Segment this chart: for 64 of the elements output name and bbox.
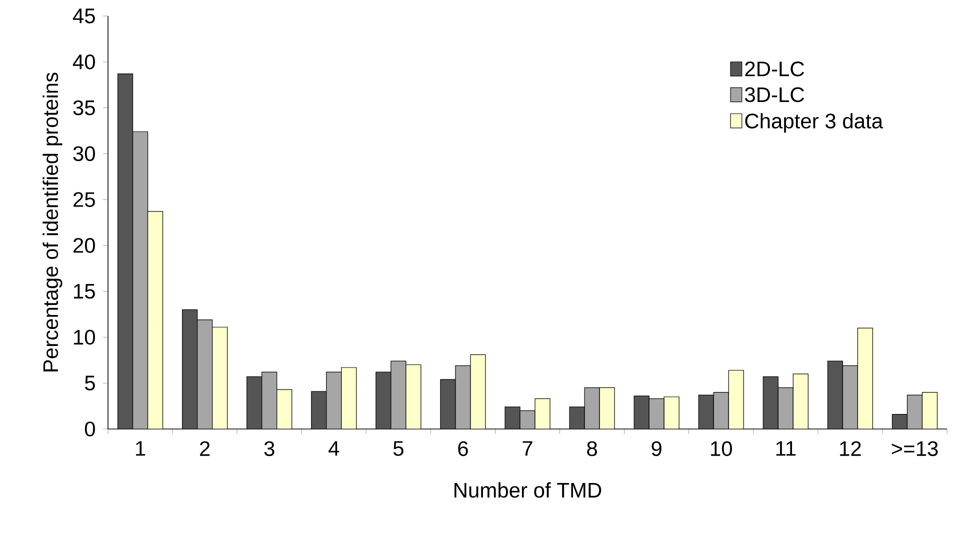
bar xyxy=(326,372,342,429)
bar xyxy=(390,360,406,429)
bar xyxy=(262,372,278,429)
y-tick-label: 45 xyxy=(72,8,95,24)
x-tick-label: 8 xyxy=(587,441,597,456)
legend-label: Chapter 3 data xyxy=(745,113,884,133)
bar xyxy=(778,387,794,429)
bar xyxy=(147,211,164,429)
x-tick-label: 6 xyxy=(458,441,468,456)
bar xyxy=(728,370,744,429)
x-tick-label: 10 xyxy=(711,441,732,456)
y-tick-label: 35 xyxy=(73,100,95,116)
bar xyxy=(664,396,680,429)
x-tick-label: 5 xyxy=(393,441,404,456)
bar xyxy=(117,74,134,429)
y-tick-label: 25 xyxy=(74,192,95,207)
bar xyxy=(246,376,262,429)
x-tick-label: 11 xyxy=(776,441,796,456)
y-axis-title: Percentage of identified proteins xyxy=(42,72,62,372)
bar xyxy=(922,392,938,429)
bar xyxy=(455,365,471,429)
x-tick-label: 7 xyxy=(522,441,532,456)
y-tick-label: 15 xyxy=(74,284,95,299)
bar xyxy=(762,376,778,429)
x-tick-label: 12 xyxy=(840,441,861,456)
x-tick-label: 4 xyxy=(328,441,340,456)
x-tick-label: 2 xyxy=(200,441,210,456)
x-tick-label: >=13 xyxy=(892,441,938,456)
bar xyxy=(827,360,843,429)
bar xyxy=(440,379,456,429)
bar xyxy=(648,398,664,429)
bar xyxy=(406,364,422,429)
bar xyxy=(906,394,923,429)
bar xyxy=(132,131,148,429)
y-tick-label: 10 xyxy=(74,330,95,345)
legend-label: 2D-LC xyxy=(745,61,804,76)
y-tick-label: 0 xyxy=(84,422,95,436)
bar xyxy=(212,326,228,429)
y-tick-label: 30 xyxy=(73,146,95,162)
y-tick-label: 40 xyxy=(72,54,95,70)
bar xyxy=(341,367,357,429)
bar xyxy=(376,372,392,429)
x-tick-label: 9 xyxy=(652,441,662,456)
x-axis-title: Number of TMD xyxy=(454,482,602,498)
bar xyxy=(599,387,615,429)
bar xyxy=(182,309,198,429)
bar xyxy=(197,319,213,429)
bar xyxy=(634,396,650,429)
bar xyxy=(584,387,600,429)
bar xyxy=(792,374,808,429)
x-tick-label: 1 xyxy=(136,441,146,456)
bar xyxy=(713,392,729,429)
bar xyxy=(470,354,486,429)
legend-label: 3D-LC xyxy=(744,87,804,102)
bar xyxy=(698,394,714,429)
x-tick-label: 3 xyxy=(264,441,274,456)
bar xyxy=(842,365,858,429)
y-tick-label: 5 xyxy=(84,376,95,390)
bar xyxy=(534,398,550,429)
y-tick-label: 20 xyxy=(74,238,95,253)
bar xyxy=(276,389,292,429)
bar xyxy=(857,328,874,429)
bar xyxy=(892,414,908,429)
bar xyxy=(311,391,327,429)
